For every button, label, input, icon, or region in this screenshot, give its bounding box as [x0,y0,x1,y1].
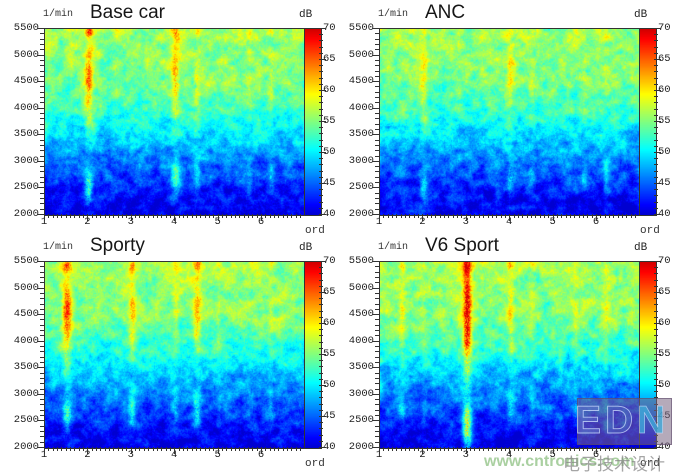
svg-text:D: D [605,399,633,442]
svg-text:N: N [637,399,665,442]
svg-text:E: E [577,399,601,442]
